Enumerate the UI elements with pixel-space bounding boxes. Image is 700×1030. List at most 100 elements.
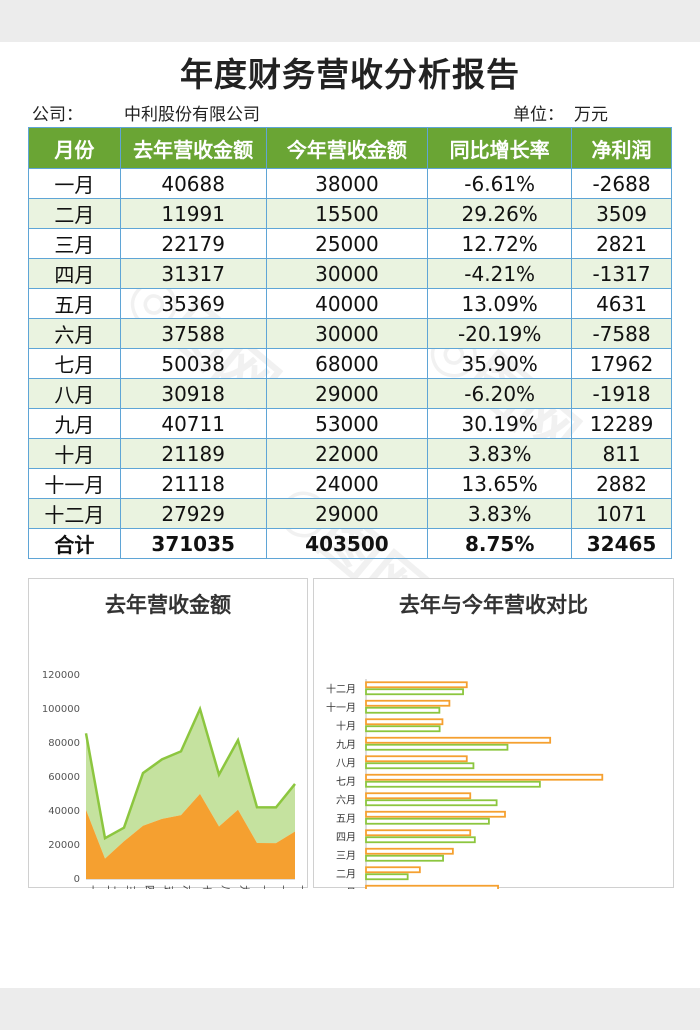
bar-chart-card: 去年与今年营收对比 020000400006000080000一月二月三月四月五…	[313, 578, 674, 889]
table-cell: 三月	[28, 228, 121, 259]
y-tick-label: 六月	[336, 794, 356, 806]
bar	[365, 810, 506, 818]
x-tick-label: 七月	[200, 885, 212, 889]
bar	[365, 780, 541, 788]
area-chart-card: 去年营收金额 0 20000 40000 60000 80000 100000 120000…	[28, 578, 308, 889]
table-row: 九月 40711 53000 30.19% 12289	[28, 408, 672, 439]
table-cell: 40000	[265, 288, 429, 319]
table-cell: -6.61%	[427, 168, 573, 199]
company-label: 公司：	[32, 105, 83, 125]
table-cell: 合计	[28, 528, 121, 559]
table-cell: 3.83%	[427, 438, 573, 469]
bar	[365, 706, 441, 714]
table-cell: 六月	[28, 318, 121, 349]
table-row: 七月 50038 68000 35.90% 17962	[28, 348, 672, 379]
area-series-2-line	[84, 705, 296, 841]
y-tick-label: 七月	[336, 776, 356, 788]
bar	[365, 829, 472, 837]
bar	[365, 792, 472, 800]
bar	[365, 799, 498, 807]
y-tick-label: 四月	[336, 831, 356, 843]
x-tick-label: 三月	[124, 885, 136, 889]
table-cell: 十一月	[28, 468, 121, 499]
bar	[365, 847, 454, 855]
finance-table: 月份 去年营收金额 今年营收金额 同比增长率 净利润 一月 40688 38000 -6.61…	[28, 127, 672, 559]
table-cell: 24000	[265, 468, 429, 499]
y-tick-label: 60000	[48, 772, 80, 783]
table-cell: 12289	[571, 408, 672, 439]
table-cell: 40688	[119, 168, 267, 199]
table-cell: 22000	[265, 438, 429, 469]
bar	[365, 884, 499, 889]
table-cell: 29.26%	[427, 198, 573, 229]
table-cell: 8.75%	[427, 528, 573, 559]
table-cell: 4631	[571, 288, 672, 319]
table-cell: 七月	[28, 348, 121, 379]
bar	[365, 836, 476, 844]
bar-chart-title: 去年与今年营收对比	[399, 593, 588, 617]
company-name: 中利股份有限公司	[124, 105, 260, 125]
area-chart-title: 去年营收金额	[105, 593, 231, 617]
table-cell: -20.19%	[427, 318, 573, 349]
table-cell: 四月	[28, 258, 121, 289]
area-series-1	[86, 793, 295, 879]
bar	[365, 736, 552, 744]
x-tick-label: 十二月	[295, 885, 308, 889]
table-cell: 十月	[28, 438, 121, 469]
x-tick-label: 五月	[162, 885, 174, 889]
y-tick-label: 120000	[42, 670, 80, 681]
table-cell: 31317	[119, 258, 267, 289]
table-cell: 2882	[571, 468, 672, 499]
x-tick-label: 四月	[143, 885, 155, 889]
table-row: 十月 21189 22000 3.83% 811	[28, 438, 672, 469]
column-header: 去年营收金额	[119, 127, 267, 169]
table-row: 四月 31317 30000 -4.21% -1317	[28, 258, 672, 289]
table-cell: 40711	[119, 408, 267, 439]
table-cell: 50038	[119, 348, 267, 379]
table-cell: 12.72%	[427, 228, 573, 259]
table-cell: 13.09%	[427, 288, 573, 319]
y-tick-label: 十月	[336, 719, 356, 732]
bar	[365, 773, 604, 781]
table-cell: 21118	[119, 468, 267, 499]
table-cell: 十二月	[28, 498, 121, 529]
table-cell: 一月	[28, 168, 121, 199]
table-row: 一月 40688 38000 -6.61% -2688	[28, 168, 672, 199]
unit-value: 万元	[574, 105, 608, 125]
page-title: 年度财务营收分析报告	[180, 55, 520, 94]
table-cell: 30.19%	[427, 408, 573, 439]
x-tick-label: 十一月	[276, 885, 289, 889]
area-series-2	[86, 708, 295, 859]
table-cell: 17962	[571, 348, 672, 379]
bar-chart: 020000400006000080000一月二月三月四月五月六月七月八月九月十…	[326, 679, 604, 889]
table-cell: 30000	[265, 258, 429, 289]
table-header-row: 月份 去年营收金额 今年营收金额 同比增长率 净利润	[28, 127, 672, 169]
y-tick-label: 0	[74, 874, 80, 885]
y-tick-label: 二月	[336, 868, 356, 880]
table-cell: -6.20%	[427, 378, 573, 409]
table-cell: 二月	[28, 198, 121, 229]
table-row: 合计 371035 403500 8.75% 32465	[28, 528, 672, 559]
column-header: 同比增长率	[427, 127, 573, 169]
y-tick-label: 一月	[336, 887, 356, 889]
y-tick-label: 八月	[336, 757, 356, 769]
table-cell: 五月	[28, 288, 121, 319]
table-cell: 38000	[265, 168, 429, 199]
bar	[365, 699, 451, 707]
area-chart: 0 20000 40000 60000 80000 100000 120000 一月 二月 三月 四…	[42, 670, 308, 889]
y-tick-label: 40000	[48, 806, 80, 817]
table-row: 三月 22179 25000 12.72% 2821	[28, 228, 672, 259]
table-row: 十二月 27929 29000 3.83% 1071	[28, 498, 672, 529]
y-tick-label: 20000	[48, 840, 80, 851]
unit-label: 单位：	[513, 105, 564, 125]
table-cell: 53000	[265, 408, 429, 439]
table-cell: 九月	[28, 408, 121, 439]
column-header: 净利润	[571, 127, 672, 169]
y-tick-label: 九月	[336, 739, 356, 751]
y-tick-label: 五月	[336, 813, 356, 825]
table-cell: 30000	[265, 318, 429, 349]
bar	[365, 817, 490, 825]
bar	[365, 755, 468, 763]
table-cell: 32465	[571, 528, 672, 559]
x-tick-label: 一月	[86, 885, 98, 889]
